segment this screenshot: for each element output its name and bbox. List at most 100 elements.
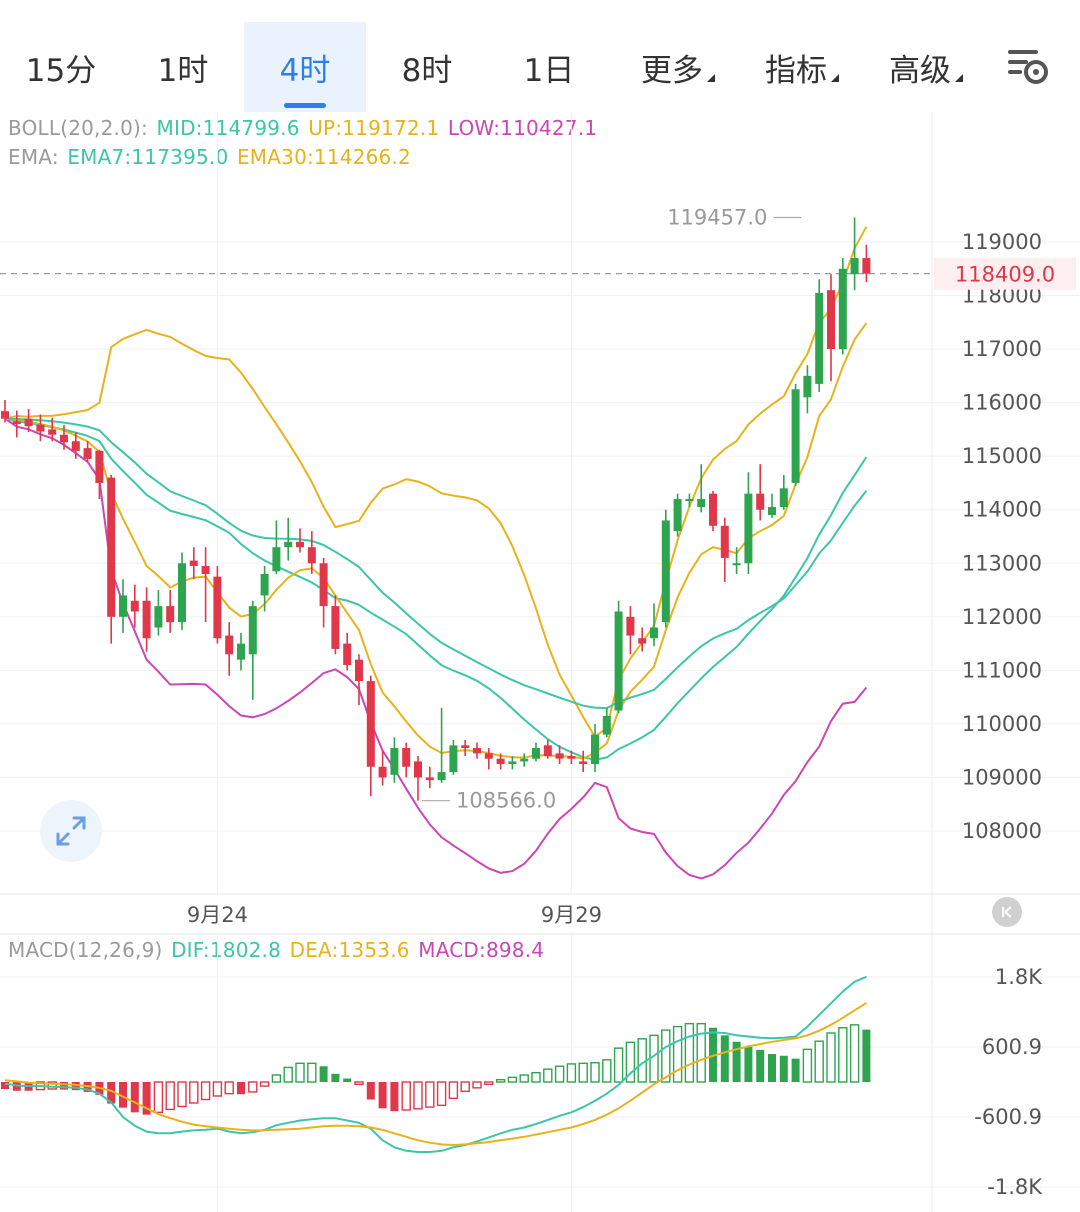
candle-body[interactable]	[1, 411, 9, 419]
candle-body[interactable]	[473, 748, 481, 754]
macd-histogram-bar[interactable]	[436, 1081, 447, 1107]
macd-histogram-bar[interactable]	[153, 1081, 164, 1114]
macd-histogram-bar[interactable]	[283, 1066, 293, 1083]
candle-body[interactable]	[319, 563, 328, 607]
candle-body[interactable]	[827, 290, 835, 350]
candle-body[interactable]	[862, 258, 871, 274]
tab-indicators[interactable]: 指标	[752, 22, 852, 112]
candle-body[interactable]	[567, 756, 576, 759]
candle-body[interactable]	[850, 258, 859, 275]
candle-body[interactable]	[237, 643, 245, 660]
candle-body[interactable]	[390, 748, 399, 775]
candle-body[interactable]	[24, 418, 33, 427]
candle-body[interactable]	[661, 520, 670, 623]
macd-histogram-bar[interactable]	[60, 1082, 68, 1090]
candle-body[interactable]	[591, 734, 599, 765]
candle-body[interactable]	[355, 659, 363, 682]
candle-body[interactable]	[154, 606, 163, 628]
candle-body[interactable]	[449, 745, 458, 773]
macd-histogram-bar[interactable]	[354, 1081, 364, 1086]
candle-body[interactable]	[685, 499, 694, 502]
macd-histogram-bar[interactable]	[849, 1024, 860, 1083]
candle-body[interactable]	[650, 627, 658, 639]
macd-histogram-bar[interactable]	[237, 1082, 245, 1095]
candle-body[interactable]	[614, 611, 623, 711]
candle-body[interactable]	[142, 600, 151, 639]
tab-advanced[interactable]: 高级	[876, 22, 976, 112]
candle-body[interactable]	[791, 389, 800, 483]
candle-body[interactable]	[343, 643, 352, 666]
macd-histogram-bar[interactable]	[661, 1029, 671, 1083]
macd-histogram-bar[interactable]	[484, 1081, 494, 1086]
macd-histogram-bar[interactable]	[200, 1081, 211, 1101]
candle-body[interactable]	[838, 268, 847, 350]
macd-histogram-bar[interactable]	[295, 1062, 305, 1083]
macd-histogram-bar[interactable]	[319, 1066, 328, 1082]
macd-histogram-bar[interactable]	[189, 1081, 199, 1104]
macd-histogram-bar[interactable]	[862, 1029, 871, 1082]
macd-histogram-bar[interactable]	[130, 1082, 139, 1113]
candle-body[interactable]	[697, 499, 706, 508]
candle-body[interactable]	[272, 547, 281, 572]
tab-1hour[interactable]: 1时	[128, 22, 238, 112]
macd-histogram-bar[interactable]	[425, 1081, 435, 1108]
macd-histogram-bar[interactable]	[826, 1032, 836, 1083]
candle-body[interactable]	[166, 606, 175, 623]
candle-body[interactable]	[260, 573, 269, 596]
candle-body[interactable]	[673, 499, 682, 532]
macd-histogram-bar[interactable]	[744, 1047, 753, 1082]
candle-body[interactable]	[579, 761, 588, 765]
macd-histogram-bar[interactable]	[625, 1041, 636, 1083]
macd-histogram-bar[interactable]	[390, 1082, 399, 1112]
candle-body[interactable]	[107, 477, 116, 617]
expand-chart-button[interactable]	[40, 800, 102, 862]
macd-histogram-bar[interactable]	[814, 1040, 824, 1083]
candle-body[interactable]	[508, 761, 517, 765]
candle-body[interactable]	[461, 745, 470, 749]
candle-body[interactable]	[756, 493, 765, 510]
macd-histogram-bar[interactable]	[119, 1082, 127, 1108]
macd-histogram-bar[interactable]	[732, 1041, 741, 1082]
candle-body[interactable]	[225, 635, 234, 655]
candle-body[interactable]	[366, 681, 375, 767]
macd-histogram-bar[interactable]	[672, 1025, 683, 1083]
candle-body[interactable]	[296, 541, 304, 548]
macd-histogram-bar[interactable]	[366, 1082, 375, 1100]
scroll-to-start-button[interactable]	[992, 897, 1022, 927]
candle-body[interactable]	[12, 421, 21, 425]
macd-histogram-bar[interactable]	[802, 1048, 813, 1083]
macd-histogram-bar[interactable]	[543, 1068, 553, 1083]
candle-body[interactable]	[732, 563, 741, 566]
macd-histogram-bar[interactable]	[331, 1073, 340, 1082]
macd-histogram-bar[interactable]	[684, 1022, 695, 1083]
candle-body[interactable]	[532, 748, 540, 759]
macd-histogram-bar[interactable]	[107, 1082, 116, 1104]
macd-histogram-bar[interactable]	[71, 1082, 80, 1091]
candle-body[interactable]	[248, 606, 257, 655]
macd-histogram-bar[interactable]	[590, 1062, 600, 1083]
candle-body[interactable]	[803, 375, 812, 398]
macd-histogram-bar[interactable]	[756, 1049, 765, 1082]
macd-histogram-bar[interactable]	[507, 1076, 518, 1083]
macd-histogram-bar[interactable]	[472, 1081, 482, 1089]
macd-histogram-bar[interactable]	[495, 1078, 506, 1083]
macd-histogram-bar[interactable]	[602, 1059, 612, 1083]
macd-histogram-bar[interactable]	[142, 1082, 151, 1115]
macd-histogram-bar[interactable]	[768, 1054, 776, 1082]
candle-body[interactable]	[768, 507, 776, 516]
candle-body[interactable]	[496, 758, 505, 765]
macd-histogram-bar[interactable]	[177, 1081, 187, 1108]
macd-histogram-bar[interactable]	[259, 1081, 270, 1087]
macd-histogram-bar[interactable]	[696, 1022, 706, 1083]
macd-histogram-bar[interactable]	[165, 1081, 175, 1111]
candle-body[interactable]	[201, 565, 210, 574]
macd-histogram-bar[interactable]	[413, 1081, 423, 1110]
candle-body[interactable]	[130, 600, 139, 612]
candle-body[interactable]	[83, 448, 92, 459]
macd-histogram-bar[interactable]	[401, 1081, 411, 1111]
candle-body[interactable]	[378, 766, 387, 778]
macd-histogram-bar[interactable]	[307, 1062, 317, 1083]
candle-body[interactable]	[543, 745, 552, 757]
macd-histogram-bar[interactable]	[613, 1047, 624, 1083]
